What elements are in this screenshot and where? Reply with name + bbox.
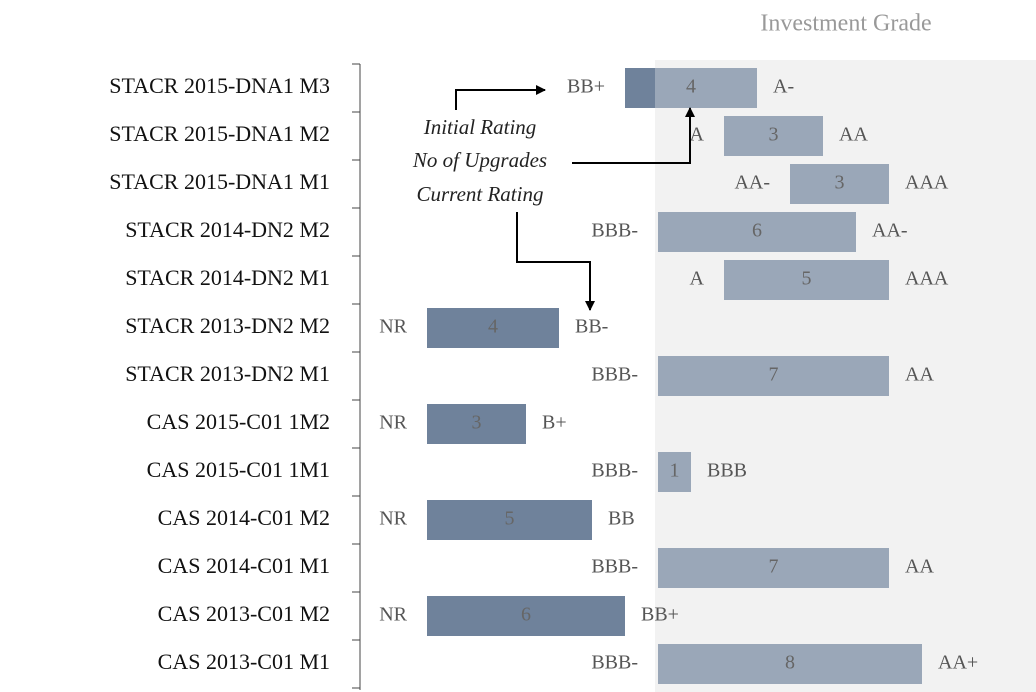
initial-rating: NR (379, 508, 407, 530)
current-rating: AA+ (938, 652, 978, 674)
current-rating: AAA (905, 172, 949, 194)
category-label: STACR 2015-DNA1 M1 (109, 169, 330, 194)
current-rating: B+ (542, 412, 567, 434)
upgrade-count: 5 (505, 508, 515, 530)
bar (427, 308, 559, 348)
current-rating: BB- (575, 316, 608, 338)
bar (625, 68, 757, 108)
category-label: CAS 2015-C01 1M2 (147, 409, 330, 434)
initial-rating: BB+ (567, 76, 605, 98)
chart-title: Investment Grade (760, 11, 931, 37)
upgrade-count: 8 (785, 652, 795, 674)
initial-rating: BBB- (591, 364, 638, 386)
category-label: STACR 2013-DN2 M2 (125, 313, 330, 338)
arrow (572, 107, 695, 164)
category-label: STACR 2014-DN2 M1 (125, 265, 330, 290)
bar (658, 356, 889, 396)
bar (658, 644, 922, 684)
initial-rating: NR (379, 316, 407, 338)
initial-rating: BBB- (591, 460, 638, 482)
category-label: CAS 2013-C01 M2 (158, 601, 330, 626)
arrow (455, 85, 546, 110)
upgrade-count: 6 (521, 604, 531, 626)
upgrade-count: 3 (472, 412, 482, 434)
category-label: STACR 2015-DNA1 M3 (109, 73, 330, 98)
bar (427, 596, 625, 636)
bar (427, 404, 526, 444)
bar (658, 212, 856, 252)
current-rating: AA- (872, 220, 908, 242)
bar (724, 116, 823, 156)
upgrade-count: 4 (488, 316, 498, 338)
current-rating: A- (773, 76, 794, 98)
category-label: STACR 2014-DN2 M2 (125, 217, 330, 242)
upgrade-count: 3 (769, 124, 779, 146)
current-rating: AAA (905, 268, 949, 290)
initial-rating: NR (379, 604, 407, 626)
annotation: Current Rating (417, 182, 544, 206)
upgrade-count: 1 (670, 460, 680, 482)
bar (658, 452, 691, 492)
current-rating: AA (839, 124, 868, 146)
category-label: CAS 2015-C01 1M1 (147, 457, 330, 482)
bar (724, 260, 889, 300)
initial-rating: A (690, 268, 705, 290)
annotation: No of Upgrades (412, 148, 547, 172)
arrow (516, 212, 595, 311)
initial-rating: BBB- (591, 220, 638, 242)
initial-rating: A (690, 124, 705, 146)
bar (790, 164, 889, 204)
current-rating: BB (608, 508, 635, 530)
current-rating: BB+ (641, 604, 679, 626)
upgrade-count: 7 (769, 364, 779, 386)
category-label: CAS 2013-C01 M1 (158, 649, 330, 674)
upgrade-count: 7 (769, 556, 779, 578)
category-label: STACR 2013-DN2 M1 (125, 361, 330, 386)
annotation: Initial Rating (423, 115, 537, 139)
category-label: STACR 2015-DNA1 M2 (109, 121, 330, 146)
initial-rating: BBB- (591, 652, 638, 674)
investment-grade-overlay (655, 60, 1036, 692)
upgrade-count: 6 (752, 220, 762, 242)
current-rating: BBB (707, 460, 747, 482)
upgrade-count: 4 (686, 76, 696, 98)
bar (427, 500, 592, 540)
category-label: CAS 2014-C01 M1 (158, 553, 330, 578)
bar (658, 548, 889, 588)
initial-rating: BBB- (591, 556, 638, 578)
initial-rating: AA- (734, 172, 770, 194)
upgrade-count: 3 (835, 172, 845, 194)
category-label: CAS 2014-C01 M2 (158, 505, 330, 530)
current-rating: AA (905, 364, 934, 386)
current-rating: AA (905, 556, 934, 578)
initial-rating: NR (379, 412, 407, 434)
upgrade-count: 5 (802, 268, 812, 290)
